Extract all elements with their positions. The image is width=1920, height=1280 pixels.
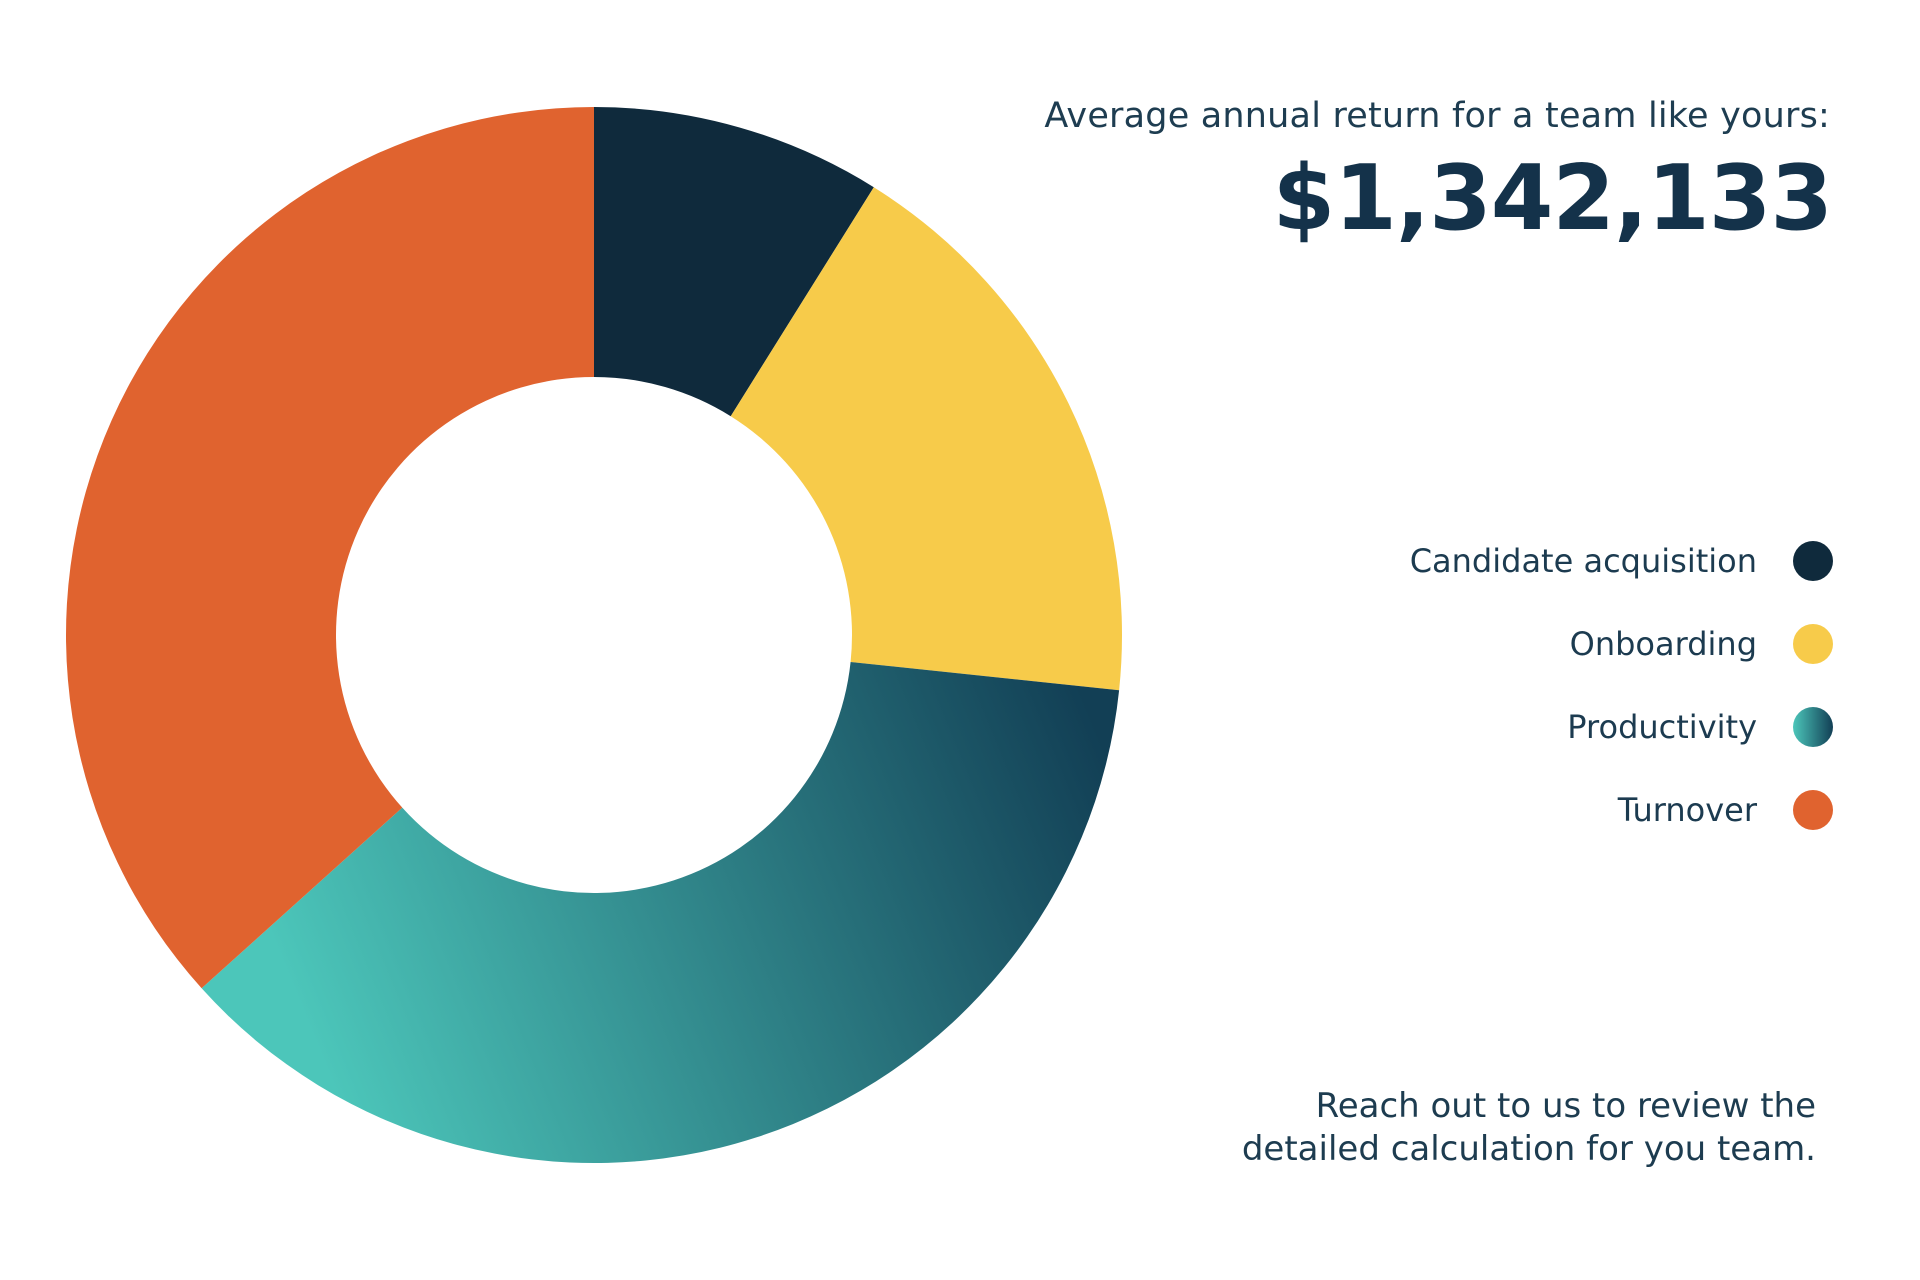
legend-item-productivity: Productivity [1410,704,1833,750]
legend-label-onboarding: Onboarding [1569,625,1757,663]
footer-line-2: detailed calculation for you team. [1241,1129,1816,1169]
donut-slice-candidate-acquisition [594,106,874,417]
legend-label-turnover: Turnover [1617,791,1757,829]
legend-item-turnover: Turnover [1410,787,1833,833]
legend-item-candidate-acquisition: Candidate acquisition [1410,538,1833,584]
donut-slice-productivity [201,661,1120,1164]
legend-swatch-productivity [1793,707,1833,747]
donut-slice-turnover [66,107,594,989]
footer-line-1: Reach out to us to review the [1315,1086,1816,1126]
legend-swatch-turnover [1793,790,1833,830]
legend-swatch-onboarding [1793,624,1833,664]
headline: Average annual return for a team like yo… [1044,96,1830,136]
legend-swatch-candidate-acquisition [1793,541,1833,581]
footer-note: Reach out to us to review the detailed c… [1242,1085,1816,1171]
legend-label-candidate-acquisition: Candidate acquisition [1409,542,1757,580]
chart-legend: Candidate acquisition Onboarding Product… [1410,538,1833,833]
legend-label-productivity: Productivity [1567,708,1757,746]
donut-slice-onboarding [730,187,1123,691]
legend-item-onboarding: Onboarding [1410,621,1833,667]
annual-return-amount: $1,342,133 [1272,146,1833,251]
